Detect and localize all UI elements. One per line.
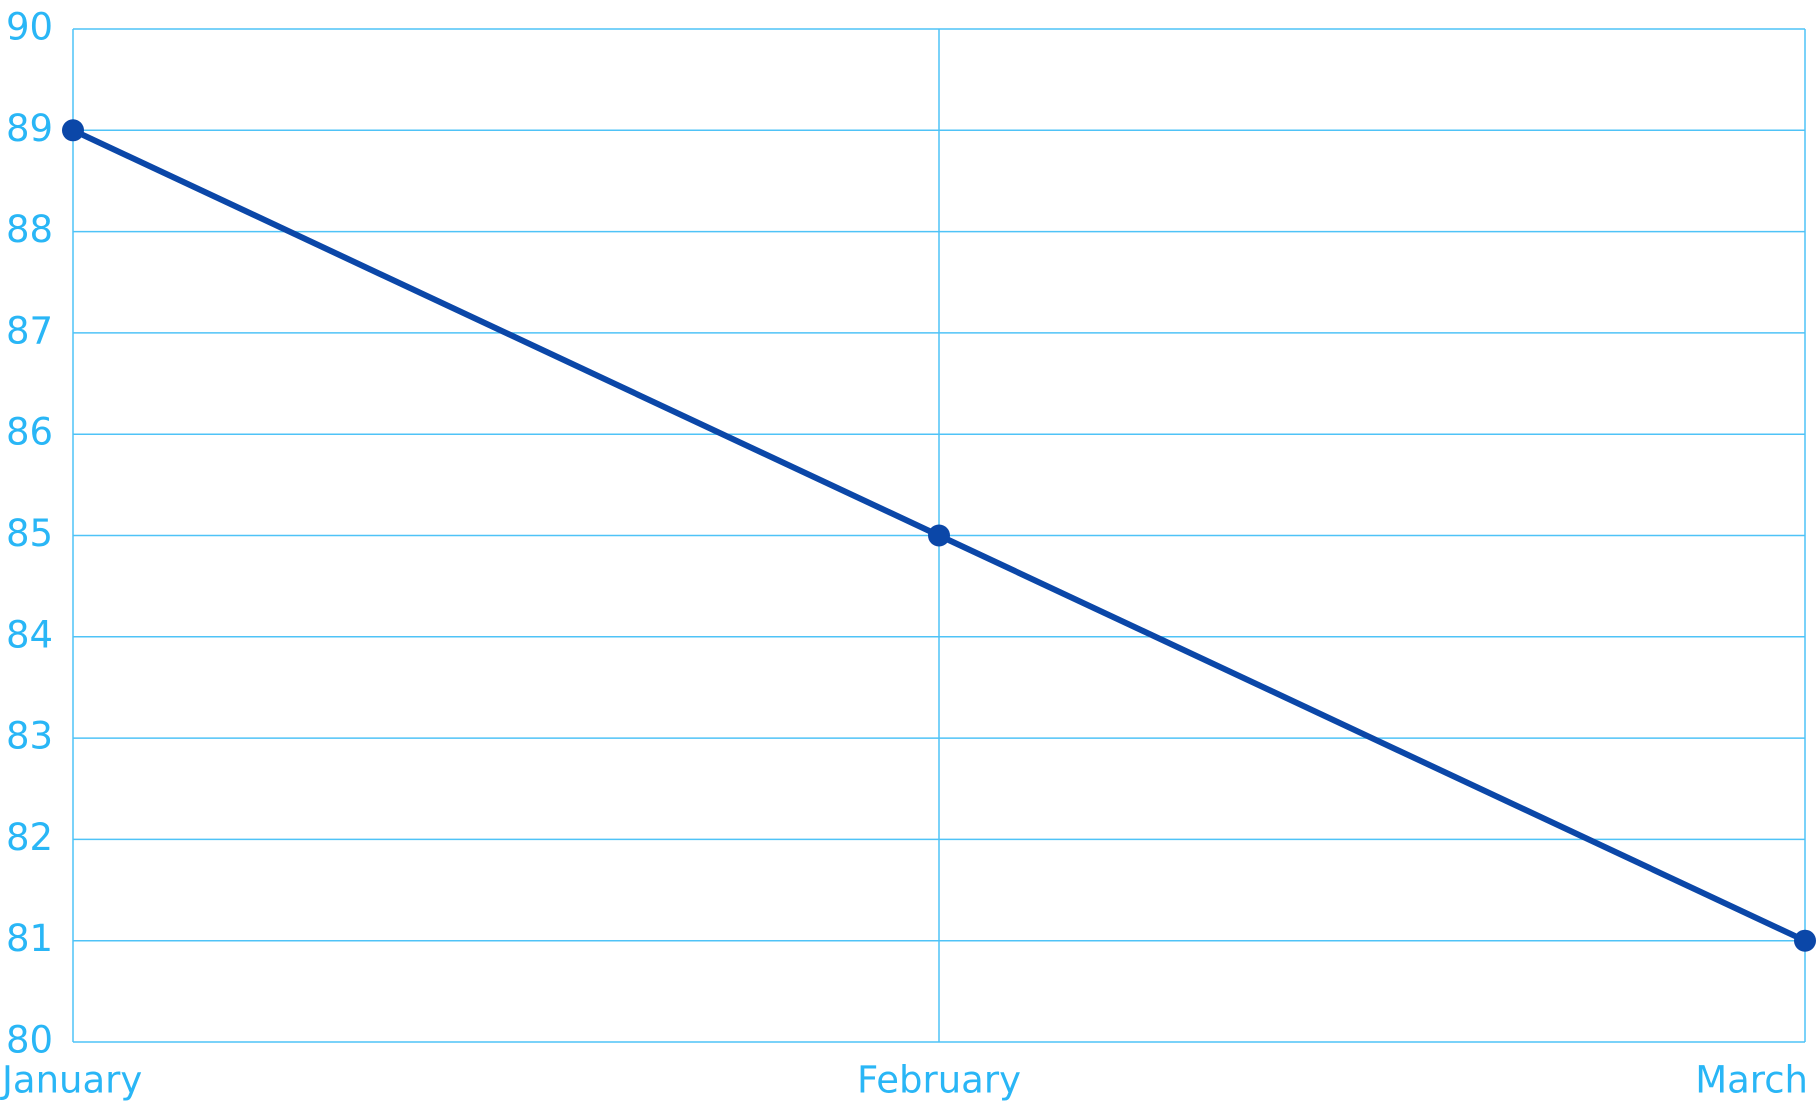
y-tick-label: 86 xyxy=(6,411,53,454)
y-tick-label: 80 xyxy=(6,1019,53,1062)
y-tick-label: 87 xyxy=(6,309,53,352)
point xyxy=(62,119,84,142)
point xyxy=(928,524,950,547)
y-tick-label: 85 xyxy=(6,512,53,555)
y-tick-label: 82 xyxy=(6,816,53,859)
y-tick-label: 88 xyxy=(6,208,53,251)
x-tick-label: February xyxy=(857,1059,1021,1102)
y-tick-label: 83 xyxy=(6,715,53,758)
y-tick-label: 81 xyxy=(6,917,53,960)
x-tick-label: March xyxy=(1695,1059,1808,1102)
point xyxy=(1794,929,1816,952)
y-tick-label: 84 xyxy=(6,613,53,656)
y-tick-label: 90 xyxy=(6,6,53,49)
x-tick-label: January xyxy=(0,1059,142,1102)
y-tick-label: 89 xyxy=(6,107,53,150)
